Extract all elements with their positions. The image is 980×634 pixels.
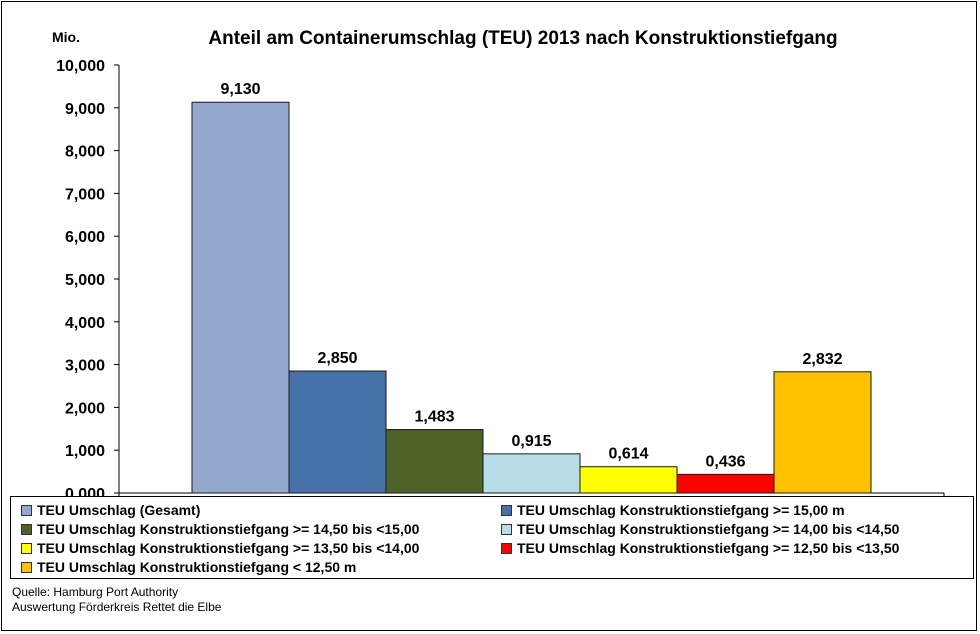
legend-label: TEU Umschlag Konstruktionstiefgang >= 15… bbox=[517, 502, 845, 518]
legend-swatch bbox=[501, 523, 512, 535]
legend-label: TEU Umschlag Konstruktionstiefgang >= 13… bbox=[37, 540, 420, 556]
legend-item: TEU Umschlag Konstruktionstiefgang >= 13… bbox=[21, 540, 419, 556]
bars-group bbox=[191, 101, 872, 494]
legend-label: TEU Umschlag (Gesamt) bbox=[37, 502, 201, 518]
bar-value-label: 0,436 bbox=[705, 453, 745, 470]
y-tick-label: 5,000 bbox=[65, 272, 105, 289]
y-tick-label: 2,000 bbox=[65, 400, 105, 417]
y-axis-unit-label: Mio. bbox=[52, 29, 80, 45]
y-tick-label: 9,000 bbox=[65, 101, 105, 118]
chart-title: Anteil am Containerumschlag (TEU) 2013 n… bbox=[208, 28, 837, 49]
legend-label: TEU Umschlag Konstruktionstiefgang >= 14… bbox=[517, 521, 900, 537]
legend-swatch bbox=[501, 542, 512, 554]
bar-3 bbox=[385, 429, 484, 494]
legend-item: TEU Umschlag Konstruktionstiefgang < 12,… bbox=[21, 559, 356, 575]
legend-swatch bbox=[501, 504, 512, 516]
bar-7 bbox=[773, 371, 872, 494]
y-tick-label: 10,000 bbox=[56, 58, 105, 75]
legend-item: TEU Umschlag Konstruktionstiefgang >= 12… bbox=[501, 540, 899, 556]
bar-value-label: 0,915 bbox=[511, 433, 551, 450]
legend-swatch bbox=[21, 542, 32, 554]
legend-swatch bbox=[21, 523, 32, 535]
bar-labels-group: 9,130 2,850 1,483 0,915 0,614 0,436 2,832 bbox=[220, 81, 842, 470]
legend: TEU Umschlag (Gesamt) TEU Umschlag Konstr… bbox=[10, 496, 974, 579]
legend-swatch bbox=[21, 561, 32, 573]
y-tick-label: 3,000 bbox=[65, 358, 105, 375]
bar-value-label: 1,483 bbox=[414, 409, 454, 426]
bar-value-label: 0,614 bbox=[608, 446, 648, 463]
y-tick-label: 8,000 bbox=[65, 144, 105, 161]
legend-label: TEU Umschlag Konstruktionstiefgang >= 12… bbox=[517, 540, 900, 556]
y-tick-label: 6,000 bbox=[65, 229, 105, 246]
bar-value-label: 2,850 bbox=[317, 350, 357, 367]
y-axis: 0,0001,0002,0003,0004,0005,0006,0007,000… bbox=[56, 58, 120, 503]
legend-item: TEU Umschlag Konstruktionstiefgang >= 14… bbox=[501, 521, 899, 537]
bar-6 bbox=[676, 473, 775, 494]
bar-5 bbox=[579, 466, 678, 494]
legend-swatch bbox=[21, 504, 32, 516]
legend-label: TEU Umschlag Konstruktionstiefgang < 12,… bbox=[37, 559, 357, 575]
legend-item: TEU Umschlag Konstruktionstiefgang >= 15… bbox=[501, 502, 845, 518]
y-tick-label: 4,000 bbox=[65, 315, 105, 332]
y-tick-label: 7,000 bbox=[65, 186, 105, 203]
bar-4 bbox=[482, 453, 581, 494]
legend-item: TEU Umschlag (Gesamt) bbox=[21, 502, 200, 518]
bar-value-label: 2,832 bbox=[802, 351, 842, 368]
bar-value-label: 9,130 bbox=[220, 81, 260, 98]
legend-label: TEU Umschlag Konstruktionstiefgang >= 14… bbox=[37, 521, 420, 537]
source-line-1: Quelle: Hamburg Port Authority bbox=[12, 585, 179, 599]
source-line-2: Auswertung Förderkreis Rettet die Elbe bbox=[12, 600, 222, 614]
legend-item: TEU Umschlag Konstruktionstiefgang >= 14… bbox=[21, 521, 419, 537]
bar-1 bbox=[191, 101, 290, 494]
y-tick-label: 1,000 bbox=[65, 443, 105, 460]
bar-2 bbox=[288, 370, 387, 494]
